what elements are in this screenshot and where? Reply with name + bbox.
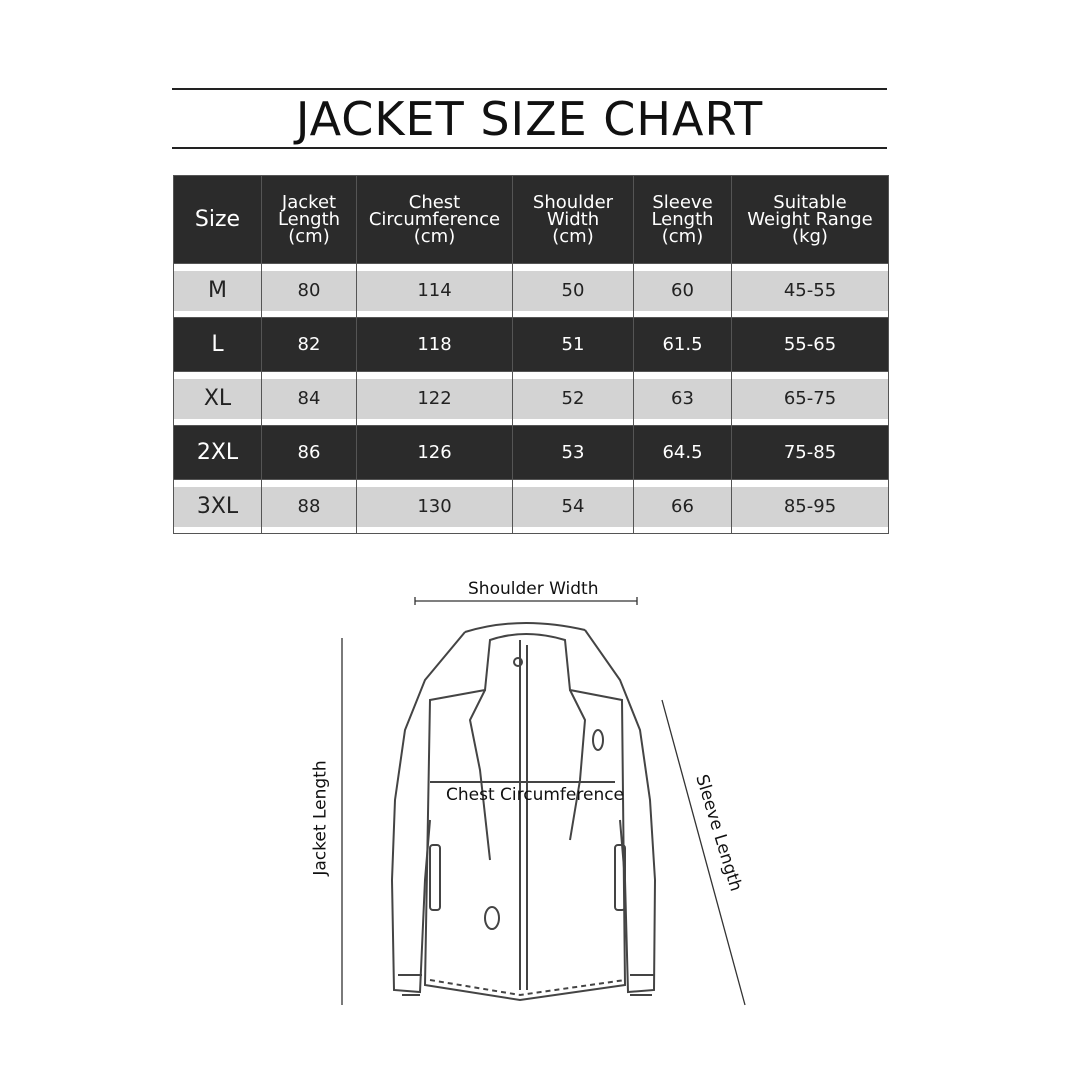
- table-cell: 61.5: [633, 317, 732, 372]
- table-cell: 51: [512, 317, 634, 372]
- table-row: M 80 114 50 60 45-55: [173, 263, 889, 318]
- column-header: Suitable Weight Range (kg): [731, 175, 889, 264]
- size-cell: L: [173, 317, 262, 372]
- column-header: Jacket Length (cm): [261, 175, 357, 264]
- table-cell: 64.5: [633, 425, 732, 480]
- column-header-line: Circumference: [368, 209, 501, 230]
- column-header-line: Shoulder: [532, 192, 614, 213]
- column-header-line: Sleeve: [652, 192, 713, 213]
- table-cell: 84: [261, 371, 357, 426]
- table-cell: 118: [356, 317, 513, 372]
- column-header-line: (kg): [792, 226, 828, 247]
- table-row: 3XL 88 130 54 66 85-95: [173, 479, 889, 534]
- jacket-outline-icon: [390, 622, 657, 1002]
- table-cell: 50: [512, 263, 634, 318]
- column-header-line: Length: [651, 209, 714, 230]
- table-row: 2XL 86 126 53 64.5 75-85: [173, 425, 889, 480]
- table-cell: 85-95: [731, 479, 889, 534]
- column-header-line: (cm): [661, 226, 704, 247]
- table-row: L 82 118 51 61.5 55-65: [173, 317, 889, 372]
- size-cell: 2XL: [173, 425, 262, 480]
- column-header-line: Length: [277, 209, 341, 230]
- size-cell: M: [173, 263, 262, 318]
- size-table: Size Jacket Length (cm) Chest Circumference (c…: [173, 175, 889, 534]
- sleeve-length-label: Sleeve Length: [691, 772, 746, 894]
- table-cell: 66: [633, 479, 732, 534]
- table-cell: 82: [261, 317, 357, 372]
- column-header: Chest Circumference (cm): [356, 175, 513, 264]
- table-cell: 122: [356, 371, 513, 426]
- column-header-line: (cm): [413, 226, 456, 247]
- column-header: Sleeve Length (cm): [633, 175, 732, 264]
- chest-circumference-label: Chest Circumference: [446, 785, 625, 805]
- column-header: Size: [173, 175, 262, 264]
- column-header-line: Weight Range: [747, 209, 873, 230]
- table-cell: 60: [633, 263, 732, 318]
- table-cell: 45-55: [731, 263, 889, 318]
- table-cell: 126: [356, 425, 513, 480]
- table-cell: 88: [261, 479, 357, 534]
- title-bottom-rule: [172, 147, 887, 149]
- table-cell: 130: [356, 479, 513, 534]
- table-cell: 53: [512, 425, 634, 480]
- table-cell: 55-65: [731, 317, 889, 372]
- table-cell: 54: [512, 479, 634, 534]
- column-header-line: Size: [194, 207, 241, 232]
- column-header-line: Width: [546, 209, 600, 230]
- table-cell: 80: [261, 263, 357, 318]
- column-header-line: Suitable: [773, 192, 847, 213]
- table-cell: 63: [633, 371, 732, 426]
- jacket-length-label: Jacket Length: [310, 760, 331, 876]
- table-cell: 75-85: [731, 425, 889, 480]
- column-header-line: Jacket: [281, 192, 337, 213]
- shoulder-width-label: Shoulder Width: [468, 579, 599, 599]
- column-header-line: (cm): [288, 226, 330, 247]
- table-cell: 114: [356, 263, 513, 318]
- column-header-line: Chest: [408, 192, 461, 213]
- table-cell: 52: [512, 371, 634, 426]
- title-top-rule: [172, 88, 887, 90]
- page-title: JACKET SIZE CHART: [295, 92, 764, 146]
- table-cell: 65-75: [731, 371, 889, 426]
- column-header: Shoulder Width (cm): [512, 175, 634, 264]
- size-cell: XL: [173, 371, 262, 426]
- table-row: XL 84 122 52 63 65-75: [173, 371, 889, 426]
- column-header-line: (cm): [552, 226, 594, 247]
- size-cell: 3XL: [173, 479, 262, 534]
- table-header-row: Size Jacket Length (cm) Chest Circumference (c…: [173, 175, 889, 264]
- table-cell: 86: [261, 425, 357, 480]
